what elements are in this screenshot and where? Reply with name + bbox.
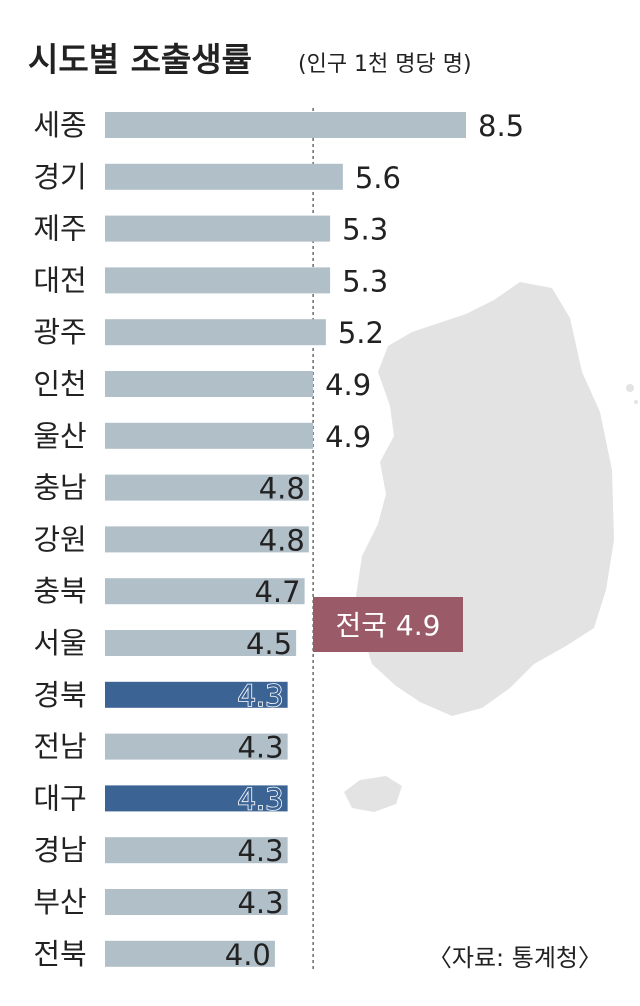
value-label: 4.3 <box>237 886 283 920</box>
category-label: 서울 <box>33 626 86 660</box>
value-label: 4.3 <box>237 679 283 713</box>
bar-세종 <box>105 112 466 138</box>
national-average-label-box <box>313 597 463 652</box>
bar-울산 <box>105 422 314 449</box>
bar-제주 <box>105 215 331 242</box>
category-label: 대구 <box>33 781 86 815</box>
value-label: 4.0 <box>225 938 271 972</box>
category-label: 전남 <box>33 730 86 764</box>
category-label: 경기 <box>33 160 86 194</box>
value-label: 4.5 <box>246 627 292 661</box>
bar-강원 <box>105 526 309 553</box>
value-label: 4.3 <box>237 782 283 816</box>
national-average-label: 전국 4.9 <box>336 609 441 642</box>
value-label: 4.9 <box>325 368 371 402</box>
category-label: 대전 <box>33 263 86 297</box>
value-label: 5.2 <box>338 316 384 350</box>
category-label: 부산 <box>33 885 86 919</box>
bars-group: 세종 8.5 경기 5.6 제주 5.3 대전 5.3 광주 5.2 인천 4.9 울산 4.9 충남 4.8… <box>33 108 524 972</box>
korea-map-dokdo <box>634 400 638 404</box>
value-label: 8.5 <box>478 109 524 143</box>
bar-인천 <box>105 371 314 397</box>
category-label: 충북 <box>33 574 86 608</box>
bar-충남 <box>105 474 309 501</box>
category-label: 광주 <box>33 315 86 349</box>
chart-title: 시도별 조출생률 <box>28 40 252 79</box>
bar-대구 <box>105 785 288 812</box>
value-label: 5.3 <box>342 264 388 298</box>
bar-충북 <box>105 578 305 605</box>
source-note: 〈자료: 통계청〉 <box>428 944 602 972</box>
category-label: 세종 <box>33 108 86 142</box>
category-label: 울산 <box>33 419 86 453</box>
bar-전남 <box>105 733 288 760</box>
value-label: 4.8 <box>259 523 305 557</box>
bar-경남 <box>105 837 288 864</box>
value-label: 4.3 <box>237 834 283 868</box>
bar-경북 <box>105 681 288 708</box>
category-label: 인천 <box>33 367 86 401</box>
korea-map-ulleung <box>626 384 634 392</box>
chart-subtitle: (인구 1천 명당 명) <box>298 52 472 77</box>
category-label: 강원 <box>33 522 86 556</box>
bar-전북 <box>105 940 275 967</box>
bar-서울 <box>105 630 297 656</box>
category-label: 경남 <box>33 833 86 867</box>
bar-대전 <box>105 267 331 294</box>
value-label: 5.3 <box>342 213 388 247</box>
category-label: 제주 <box>33 212 86 246</box>
value-label: 5.6 <box>355 161 401 195</box>
value-label: 4.3 <box>237 731 283 765</box>
korea-map-jeju <box>344 776 402 812</box>
value-label: 4.8 <box>259 472 305 506</box>
bar-광주 <box>105 319 326 346</box>
value-label: 4.9 <box>325 420 371 454</box>
bar-경기 <box>105 163 343 190</box>
category-label: 충남 <box>33 471 86 505</box>
korea-map-shape <box>344 282 638 812</box>
category-label: 전북 <box>33 937 86 971</box>
category-label: 경북 <box>33 678 86 712</box>
value-label: 4.7 <box>254 575 300 609</box>
bar-부산 <box>105 889 288 915</box>
